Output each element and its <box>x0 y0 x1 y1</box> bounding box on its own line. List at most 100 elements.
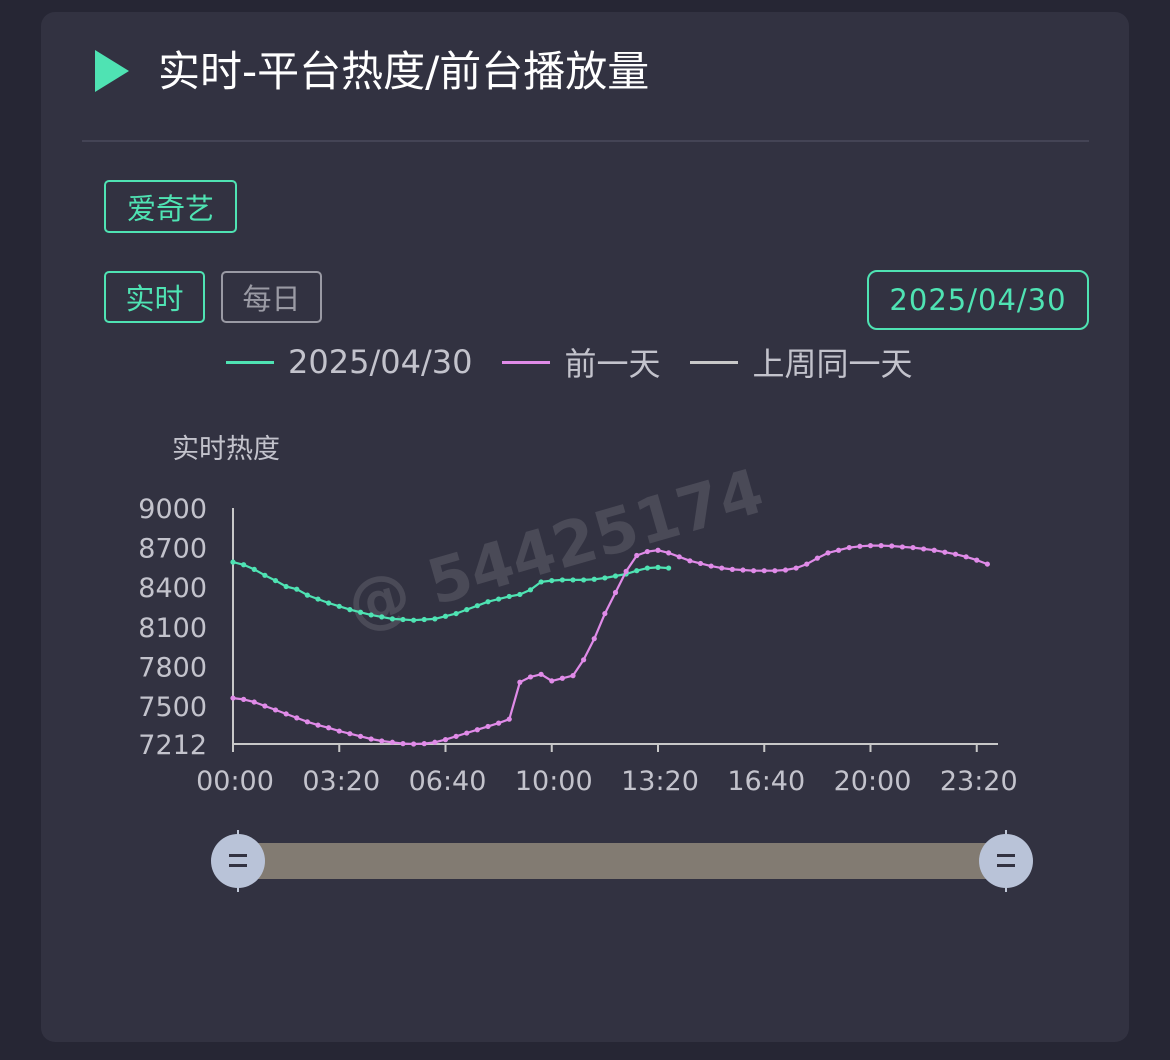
data-point <box>931 547 937 553</box>
mode-tab-realtime[interactable]: 实时 <box>104 271 205 323</box>
data-point <box>581 577 587 583</box>
date-picker-button[interactable]: 2025/04/30 <box>867 270 1089 330</box>
data-point <box>804 561 810 567</box>
data-point <box>634 552 640 559</box>
slider-handle-end[interactable] <box>979 830 1033 892</box>
data-point <box>304 719 310 725</box>
data-point <box>421 616 427 623</box>
data-point <box>368 736 374 742</box>
data-point <box>740 567 746 573</box>
data-point <box>283 711 289 717</box>
data-point <box>442 737 449 743</box>
y-tick-label: 7800 <box>138 652 207 683</box>
data-point <box>272 577 279 584</box>
data-point <box>591 636 597 642</box>
data-point <box>453 733 459 739</box>
data-point <box>899 544 905 550</box>
data-point <box>581 657 587 663</box>
data-point <box>549 577 555 584</box>
grip-bar <box>997 864 1015 867</box>
data-point <box>846 544 852 551</box>
handle-knob <box>211 834 265 888</box>
data-point <box>294 715 300 721</box>
data-point <box>368 612 374 618</box>
data-point <box>347 607 353 613</box>
data-point <box>379 614 385 620</box>
data-point <box>910 544 916 551</box>
data-point <box>262 703 268 709</box>
data-point <box>549 678 555 684</box>
platform-tab-iqiyi[interactable]: 爱奇艺 <box>104 180 237 233</box>
data-point <box>326 600 332 606</box>
data-point <box>474 727 480 733</box>
y-tick-label: 7500 <box>138 692 207 723</box>
data-point <box>974 557 980 563</box>
data-point <box>230 559 236 565</box>
x-tick-label: 20:00 <box>834 766 912 797</box>
page-title: 实时-平台热度/前台播放量 <box>158 47 650 96</box>
play-triangle-icon <box>95 50 129 92</box>
data-point <box>655 547 661 553</box>
data-point <box>538 671 544 677</box>
data-point <box>729 566 735 572</box>
legend-label-last-week: 上周同一天 <box>752 345 913 383</box>
y-tick-label: 8400 <box>138 573 207 604</box>
y-tick-label: 8100 <box>138 613 207 644</box>
data-point <box>379 738 385 744</box>
legend-item-last-week[interactable]: 上周同一天 <box>690 339 912 385</box>
data-point <box>506 593 512 600</box>
data-point <box>400 741 406 747</box>
data-point <box>485 723 491 730</box>
legend-swatch-today <box>226 360 274 364</box>
data-point <box>984 561 990 567</box>
legend-item-yesterday[interactable]: 前一天 <box>502 339 660 385</box>
data-point <box>347 731 353 737</box>
legend-swatch-last-week <box>690 360 739 364</box>
y-axis-label: 实时热度 <box>172 434 280 465</box>
legend-label-yesterday: 前一天 <box>564 345 661 383</box>
x-tick-label: 03:20 <box>302 766 380 797</box>
data-point <box>506 716 512 722</box>
data-point <box>517 591 523 598</box>
data-point <box>666 550 672 556</box>
slider-handle-start[interactable] <box>211 830 265 892</box>
data-point <box>411 741 417 747</box>
data-point <box>878 543 884 549</box>
data-point <box>793 565 799 571</box>
data-point <box>963 554 969 560</box>
data-point <box>241 562 247 568</box>
data-point <box>453 610 459 617</box>
data-point <box>485 599 491 605</box>
data-point <box>283 583 289 590</box>
data-point <box>570 673 576 679</box>
grip-bar <box>229 864 247 867</box>
data-point <box>782 567 789 573</box>
data-point <box>517 679 523 685</box>
data-point <box>251 699 257 705</box>
data-point <box>623 568 629 574</box>
data-point <box>442 613 449 619</box>
data-point <box>761 568 767 574</box>
mode-tab-daily[interactable]: 每日 <box>221 271 322 323</box>
data-point <box>496 596 502 602</box>
data-point <box>559 577 565 583</box>
data-point <box>400 616 406 623</box>
data-point <box>697 560 704 567</box>
data-point <box>336 603 342 609</box>
data-point <box>357 733 364 739</box>
x-tick-label: 23:20 <box>940 766 1018 797</box>
data-point <box>496 720 502 726</box>
data-point <box>867 543 874 549</box>
data-point <box>644 548 650 555</box>
slider-track[interactable] <box>238 843 1006 879</box>
data-point <box>612 589 619 596</box>
grip-bar <box>229 854 247 857</box>
data-point <box>836 547 842 553</box>
legend-label-today: 2025/04/30 <box>288 343 473 381</box>
legend-item-today[interactable]: 2025/04/30 <box>226 343 472 381</box>
data-point <box>304 592 310 598</box>
data-point <box>262 572 268 578</box>
data-point <box>889 543 895 549</box>
data-point <box>559 675 565 681</box>
